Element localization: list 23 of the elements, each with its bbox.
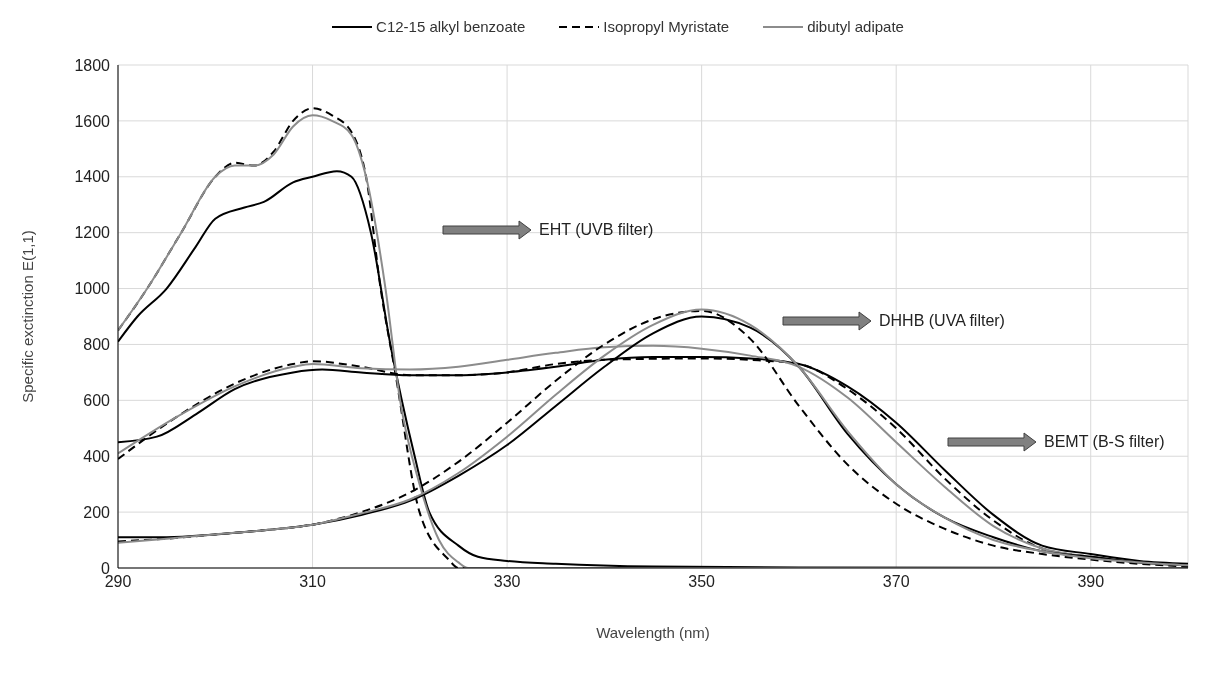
legend-label: Isopropyl Myristate <box>603 18 730 35</box>
y-tick-label: 400 <box>83 447 111 465</box>
x-tick-label: 370 <box>882 573 910 591</box>
annotation: EHT (UVB filter) <box>539 221 654 238</box>
annotation: DHHB (UVA filter) <box>879 312 1005 329</box>
legend-label: C12-15 alkyl benzoate <box>376 18 526 35</box>
x-tick-label: 310 <box>299 573 326 591</box>
y-tick-label: 1800 <box>74 56 111 74</box>
y-axis-title: Specific exctinction E(1,1) <box>19 230 37 403</box>
y-tick-label: 600 <box>83 392 111 410</box>
y-tick-label: 200 <box>83 503 111 521</box>
annotation: BEMT (B-S filter) <box>1044 433 1165 450</box>
y-tick-label: 1000 <box>74 280 111 298</box>
x-tick-label: 350 <box>688 573 716 591</box>
y-tick-label: 1200 <box>74 224 111 242</box>
y-tick-label: 1400 <box>74 168 111 186</box>
x-axis-title: Wavelength (nm) <box>596 624 710 641</box>
x-tick-label: 290 <box>104 573 132 591</box>
legend-label: dibutyl adipate <box>807 18 904 35</box>
x-tick-label: 390 <box>1077 573 1105 591</box>
y-tick-label: 1600 <box>74 112 111 130</box>
x-tick-label: 330 <box>493 573 521 591</box>
y-tick-label: 800 <box>83 336 111 354</box>
